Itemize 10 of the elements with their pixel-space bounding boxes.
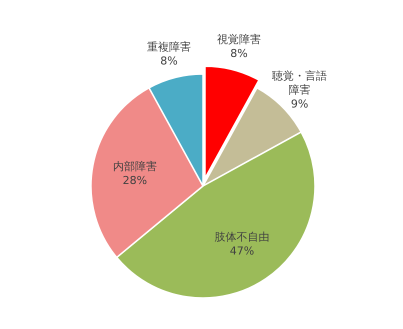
data-label: 47% — [230, 244, 254, 258]
slice-label: 内部障害 — [112, 160, 157, 173]
data-label: 28% — [122, 174, 148, 187]
slice-label: 聴覚・言語障害 — [272, 69, 328, 96]
data-label: 8% — [160, 54, 178, 68]
data-label: 9% — [290, 97, 308, 110]
slice-label: 重複障害 — [147, 40, 192, 54]
slice-label: 視覚障害 — [216, 32, 261, 46]
data-label: 8% — [230, 46, 248, 60]
slice-label: 肢体不自由 — [214, 230, 270, 244]
